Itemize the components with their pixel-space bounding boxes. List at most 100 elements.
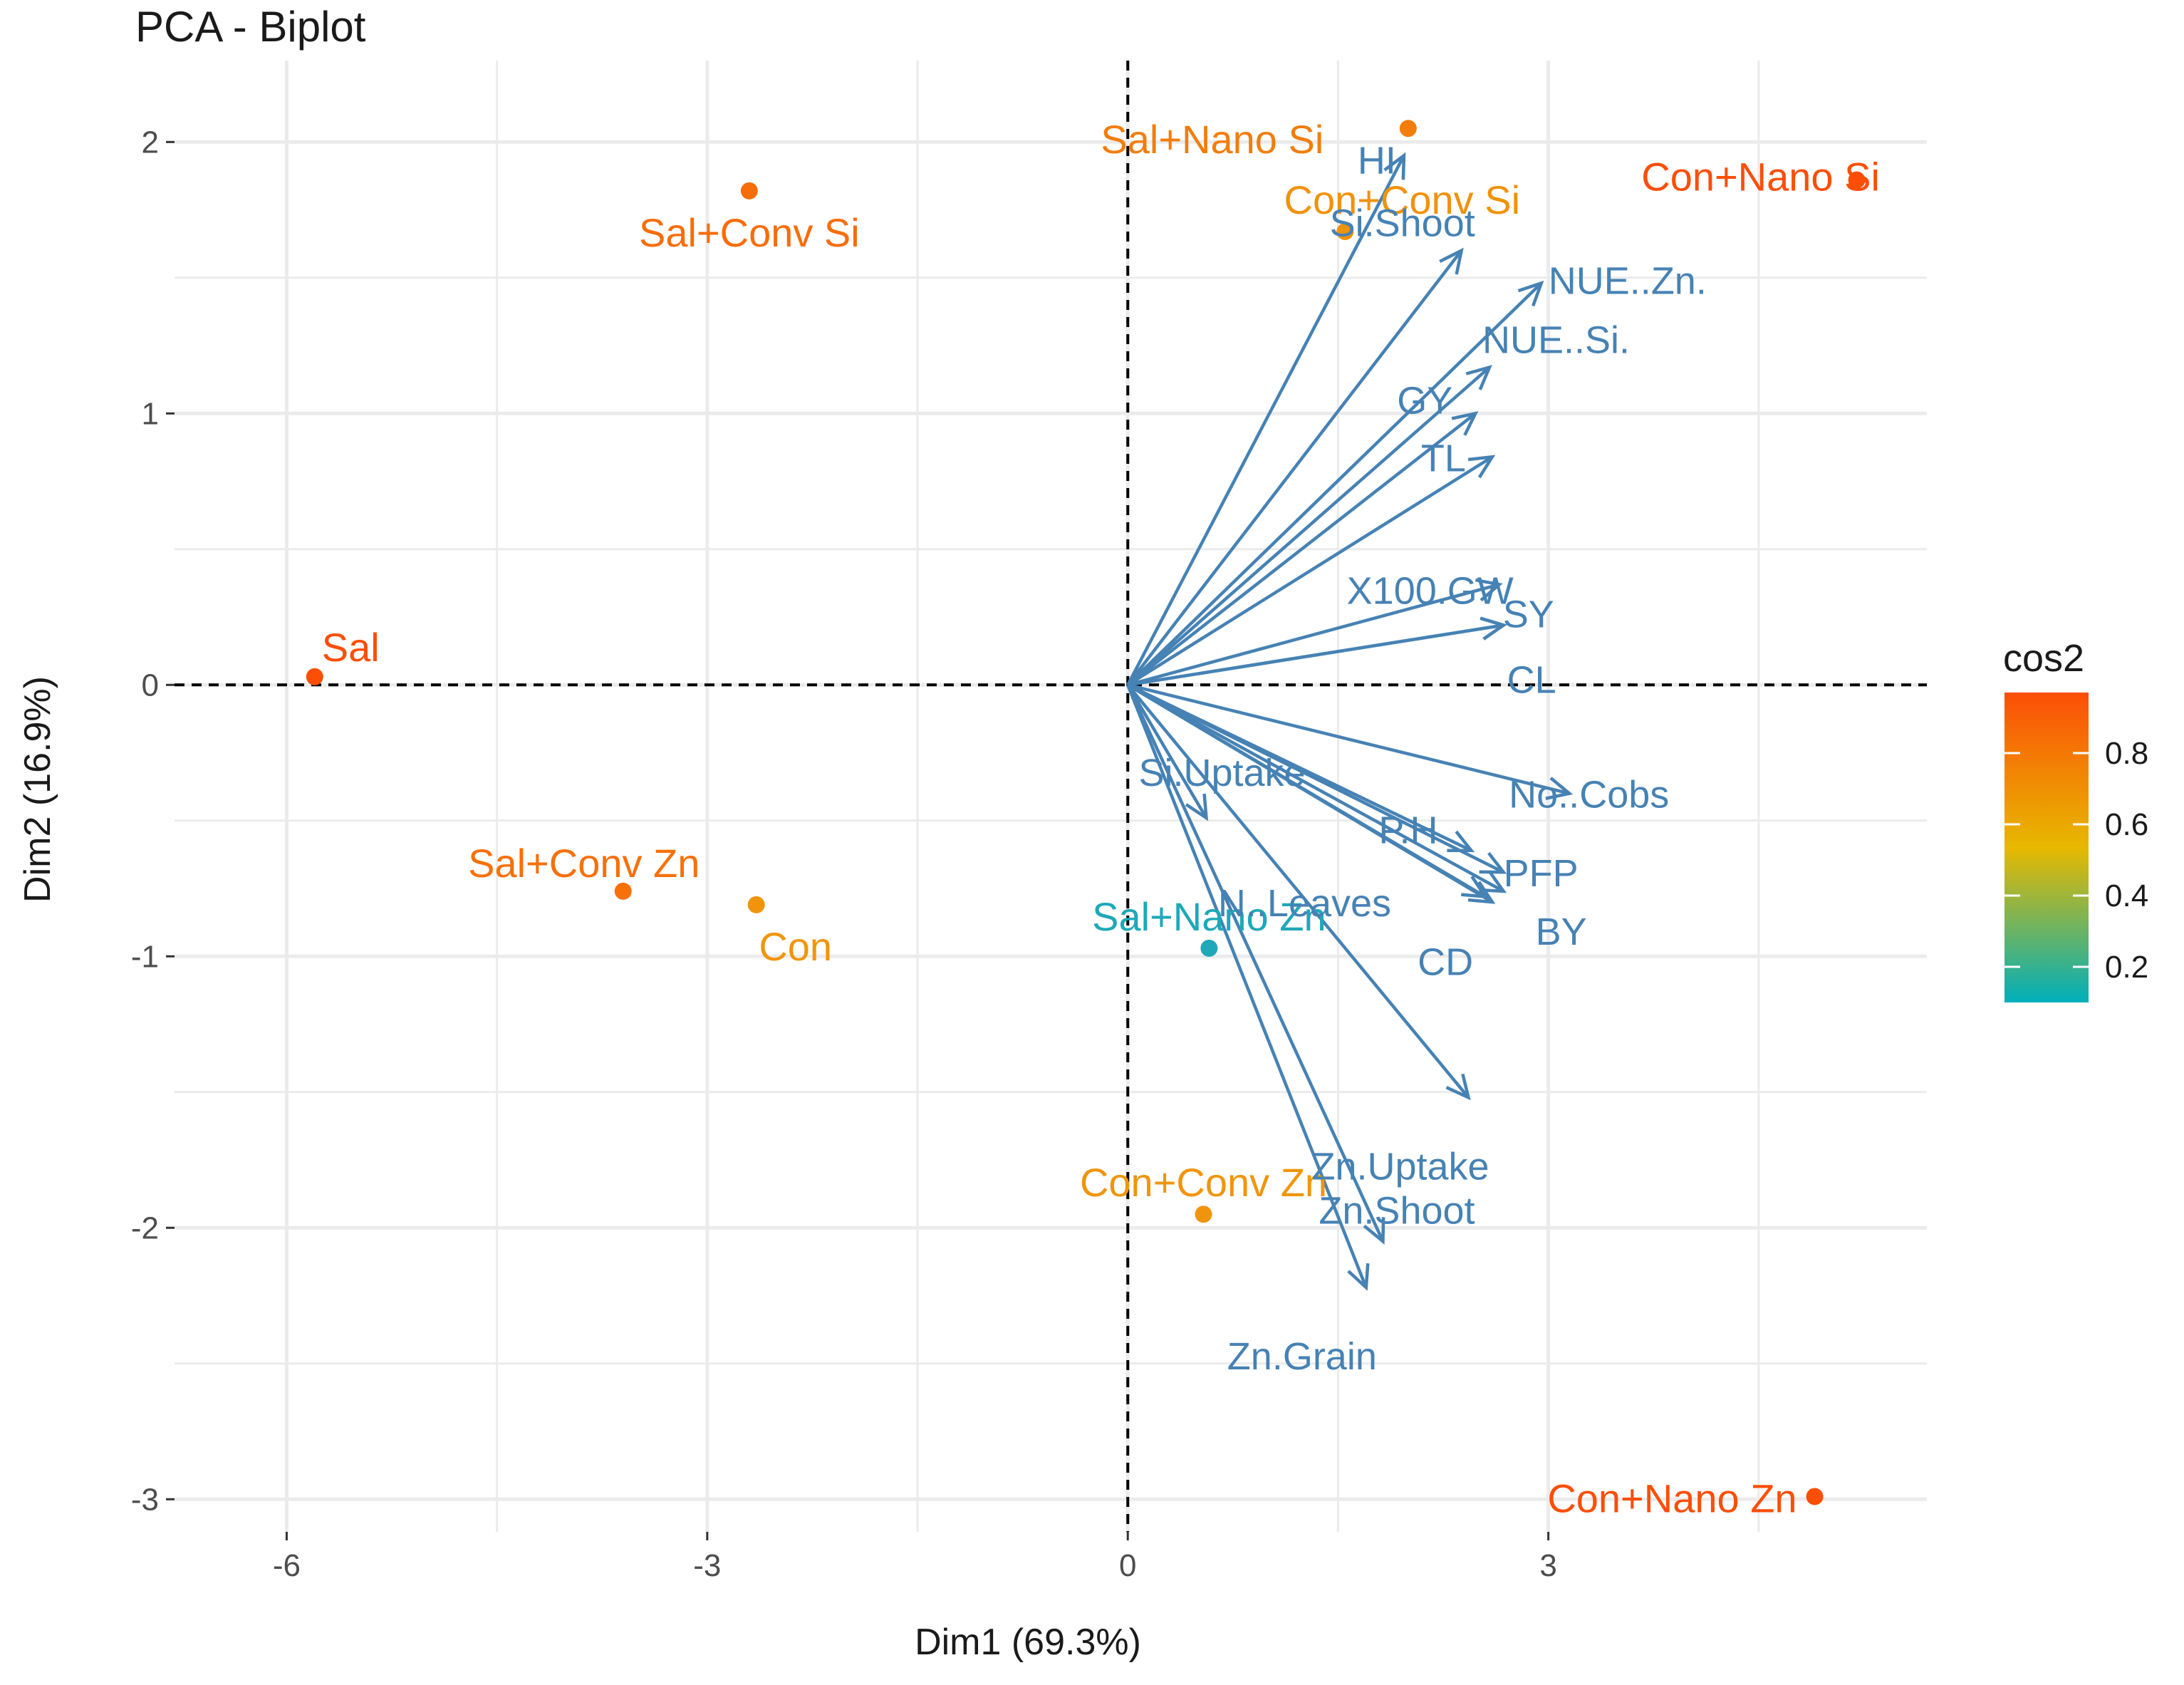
variable-label: SY: [1503, 593, 1554, 636]
variable-label: GY: [1397, 379, 1452, 422]
point-label: Sal: [322, 625, 380, 670]
y-tick-label: 1: [142, 396, 159, 431]
variable-label: HI: [1358, 139, 1396, 182]
variable-label: NUE..Si.: [1482, 319, 1630, 362]
arrowhead: [1517, 280, 1544, 307]
arrow-cl: [1127, 623, 1504, 687]
variable-label: Si.Shoot: [1330, 202, 1475, 245]
individual-points: [306, 120, 1866, 1505]
arrow-nue-si-: [1126, 365, 1491, 686]
arrow-by: [1127, 683, 1504, 893]
arrowhead: [1363, 1217, 1385, 1245]
grid: [175, 61, 1927, 1532]
point-label: Con+Nano Si: [1641, 155, 1880, 199]
point-label: Sal+Conv Zn: [468, 841, 700, 886]
arrow-hi: [1126, 155, 1405, 686]
arrow-cd: [1127, 683, 1487, 898]
arrowhead: [1479, 870, 1507, 893]
axis-ticks: -6 -3 0 3 2 1 0 -1 -2 -3: [131, 125, 1557, 1583]
arrow-si-shoot: [1126, 249, 1463, 686]
point-sal-nano-si: [1399, 120, 1417, 138]
arrowhead: [1383, 152, 1406, 180]
y-tick-label: -3: [131, 1482, 159, 1517]
variable-label: Zn.Grain: [1227, 1335, 1377, 1378]
point-sal-conv-si: [740, 182, 758, 199]
variable-label: P.H: [1378, 809, 1437, 852]
arrowhead: [1467, 881, 1496, 904]
y-tick-label: 0: [142, 668, 159, 702]
legend-tick-label: 0.2: [2105, 950, 2148, 985]
legend-colorbar: [2004, 693, 2089, 1002]
arrowhead: [1451, 411, 1479, 436]
point-sal-nano-zn: [1200, 939, 1218, 957]
x-tick-label: 3: [1539, 1548, 1556, 1583]
variable-label: Zn.Shoot: [1319, 1189, 1475, 1232]
arrow-gy: [1126, 412, 1477, 687]
arrow-zn-grain: [1126, 684, 1368, 1288]
arrowhead: [1475, 578, 1503, 602]
legend-title: cos2: [2003, 637, 2084, 680]
arrowhead: [1545, 777, 1574, 800]
y-tick-label: -1: [131, 939, 159, 974]
point-con-nano-si: [1848, 171, 1866, 189]
point-label: Con+Nano Zn: [1547, 1476, 1796, 1520]
variable-label: CD: [1418, 940, 1473, 983]
arrowhead: [1479, 851, 1507, 874]
point-label: Con: [759, 924, 832, 969]
arrowhead: [1445, 1073, 1471, 1101]
arrowhead: [1461, 875, 1489, 899]
arrow-zn-uptake: [1126, 683, 1470, 1099]
x-tick-label: -3: [693, 1548, 721, 1583]
arrow-sy: [1127, 583, 1500, 687]
legend-ticks: 0.8 0.6 0.4 0.2: [2004, 736, 2148, 985]
legend-tick-label: 0.8: [2105, 736, 2148, 771]
arrow-no-cobs: [1127, 683, 1570, 795]
x-tick-label: 0: [1119, 1548, 1136, 1583]
variable-label: Si.Uptake: [1138, 752, 1305, 794]
x-tick-label: -6: [273, 1548, 301, 1583]
variable-label: X100.GW: [1347, 569, 1514, 612]
x-axis-title: Dim1 (69.3%): [915, 1622, 1141, 1663]
arrowhead: [1447, 830, 1475, 852]
legend-tick-label: 0.4: [2105, 878, 2148, 913]
arrowhead: [1465, 365, 1492, 390]
y-tick-label: 2: [142, 125, 159, 160]
variable-label: BY: [1536, 911, 1587, 953]
chart-title: PCA - Biplot: [135, 3, 366, 51]
point-sal: [306, 668, 323, 685]
point-label: Con+Conv Si: [1284, 177, 1521, 222]
reference-lines: [175, 61, 1927, 1532]
variable-label: N..Leaves: [1218, 882, 1391, 925]
labels: Sal Sal+Conv Si Sal+Conv Zn Con Sal+Nano Si C…: [322, 117, 1880, 1520]
variable-label: TL: [1421, 437, 1466, 479]
y-axis-title: Dim2 (16.9%): [17, 676, 58, 903]
arrowhead: [1347, 1263, 1370, 1291]
arrow-tl: [1127, 455, 1494, 687]
point-label: Sal+Nano Si: [1101, 117, 1324, 162]
variable-arrows: [1126, 152, 1574, 1291]
arrow-p-h: [1127, 683, 1472, 852]
point-label: Con+Conv Zn: [1080, 1160, 1327, 1205]
point-con: [747, 896, 765, 913]
variable-label: PFP: [1504, 852, 1579, 895]
arrowhead: [1480, 616, 1507, 641]
point-sal-conv-zn: [614, 882, 632, 900]
variable-label: CL: [1507, 658, 1556, 701]
arrowhead: [1185, 793, 1209, 821]
point-label: Sal+Nano Zn: [1092, 894, 1326, 939]
legend: cos2 0.8 0.6 0.4 0.2: [2003, 637, 2148, 1002]
arrow-si-uptake: [1126, 684, 1208, 819]
arrow-nue-zn-: [1126, 281, 1543, 686]
arrowhead: [1467, 455, 1496, 479]
y-tick-label: -2: [131, 1210, 159, 1245]
variable-label: Zn.Uptake: [1311, 1145, 1489, 1188]
variable-label: NUE..Zn.: [1549, 259, 1707, 302]
point-con-conv-zn: [1195, 1206, 1212, 1223]
legend-tick-label: 0.6: [2105, 807, 2148, 842]
point-con-conv-si: [1336, 223, 1354, 241]
point-con-nano-zn: [1806, 1488, 1824, 1505]
arrowhead: [1439, 247, 1464, 275]
variable-label: No..Cobs: [1509, 774, 1669, 816]
